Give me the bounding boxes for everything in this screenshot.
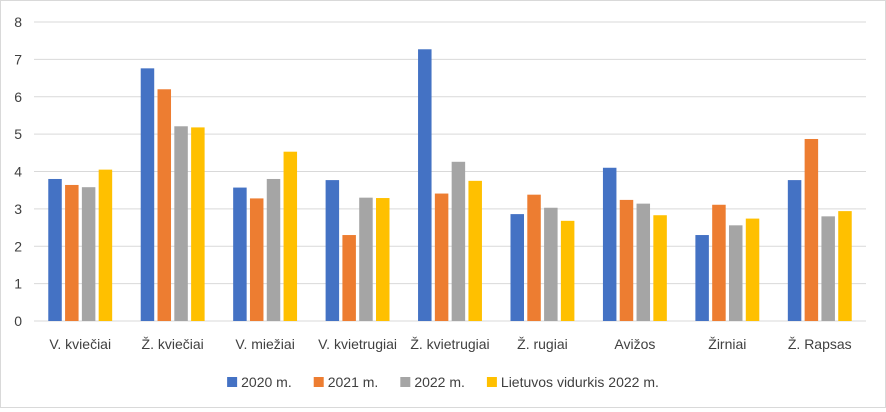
legend-label: 2020 m.	[241, 374, 292, 390]
y-axis-tick-labels: 0 1 2 3 4 5 6 7 8	[14, 14, 22, 329]
bar	[191, 127, 205, 322]
bar	[249, 198, 264, 321]
x-category-label: Ž. rugiai	[517, 336, 568, 352]
x-axis-category-labels: V. kviečiai Ž. kviečiai V. miežiai V. kviet…	[49, 336, 851, 352]
bars	[48, 49, 852, 322]
bar	[376, 198, 390, 321]
legend-label: 2021 m.	[328, 374, 379, 390]
legend-swatch	[400, 377, 411, 387]
bar	[695, 235, 709, 321]
bar	[174, 126, 188, 322]
y-tick-label: 8	[14, 14, 22, 30]
bar	[418, 49, 432, 321]
y-tick-label: 2	[14, 238, 22, 254]
bar	[283, 151, 298, 321]
bar	[560, 220, 575, 321]
bar	[325, 180, 340, 321]
bar	[527, 194, 541, 321]
y-tick-label: 4	[14, 164, 22, 180]
bar	[510, 214, 524, 321]
y-tick-label: 6	[14, 89, 22, 105]
bar	[804, 138, 819, 321]
x-category-label: Ž. Rapsas	[788, 336, 852, 352]
bar	[602, 167, 617, 321]
bar	[81, 187, 96, 321]
bar	[636, 203, 651, 321]
bar	[821, 216, 835, 321]
bar	[342, 235, 356, 321]
bar	[359, 197, 373, 321]
x-category-label: Ž. kvietrugiai	[410, 336, 489, 352]
bar	[451, 161, 466, 321]
bar	[434, 193, 449, 321]
legend-label: 2022 m.	[414, 374, 465, 390]
x-category-label: Avižos	[614, 336, 655, 352]
legend: 2020 m. 2021 m. 2022 m. Lietuvos vidurkis 2…	[227, 374, 659, 390]
bar	[544, 207, 558, 321]
bar	[140, 68, 155, 321]
bar	[838, 211, 852, 321]
legend-swatch	[227, 377, 238, 387]
bar	[728, 225, 743, 321]
gridlines	[34, 21, 866, 322]
bar	[745, 218, 760, 321]
bar	[233, 187, 247, 321]
y-tick-label: 7	[14, 51, 22, 67]
x-category-label: V. miežiai	[235, 336, 294, 352]
x-category-label: Žirniai	[708, 336, 746, 352]
y-tick-label: 0	[14, 313, 22, 329]
bar	[266, 178, 281, 321]
y-tick-label: 5	[14, 126, 22, 142]
bar	[787, 180, 802, 321]
bar	[468, 180, 482, 321]
y-tick-label: 1	[14, 276, 22, 292]
x-category-label: Ž. kviečiai	[142, 336, 204, 352]
bar	[157, 89, 172, 322]
legend-label: Lietuvos vidurkis 2022 m.	[501, 374, 659, 390]
bar	[98, 169, 113, 321]
y-tick-label: 3	[14, 201, 22, 217]
bar	[48, 178, 62, 321]
bar	[653, 215, 667, 321]
legend-swatch	[313, 377, 324, 387]
bar	[619, 199, 634, 321]
bar	[65, 184, 79, 321]
bar	[712, 204, 726, 321]
x-category-label: V. kviečiai	[49, 336, 111, 352]
legend-swatch	[486, 377, 497, 387]
x-category-label: V. kvietrugiai	[318, 336, 397, 352]
